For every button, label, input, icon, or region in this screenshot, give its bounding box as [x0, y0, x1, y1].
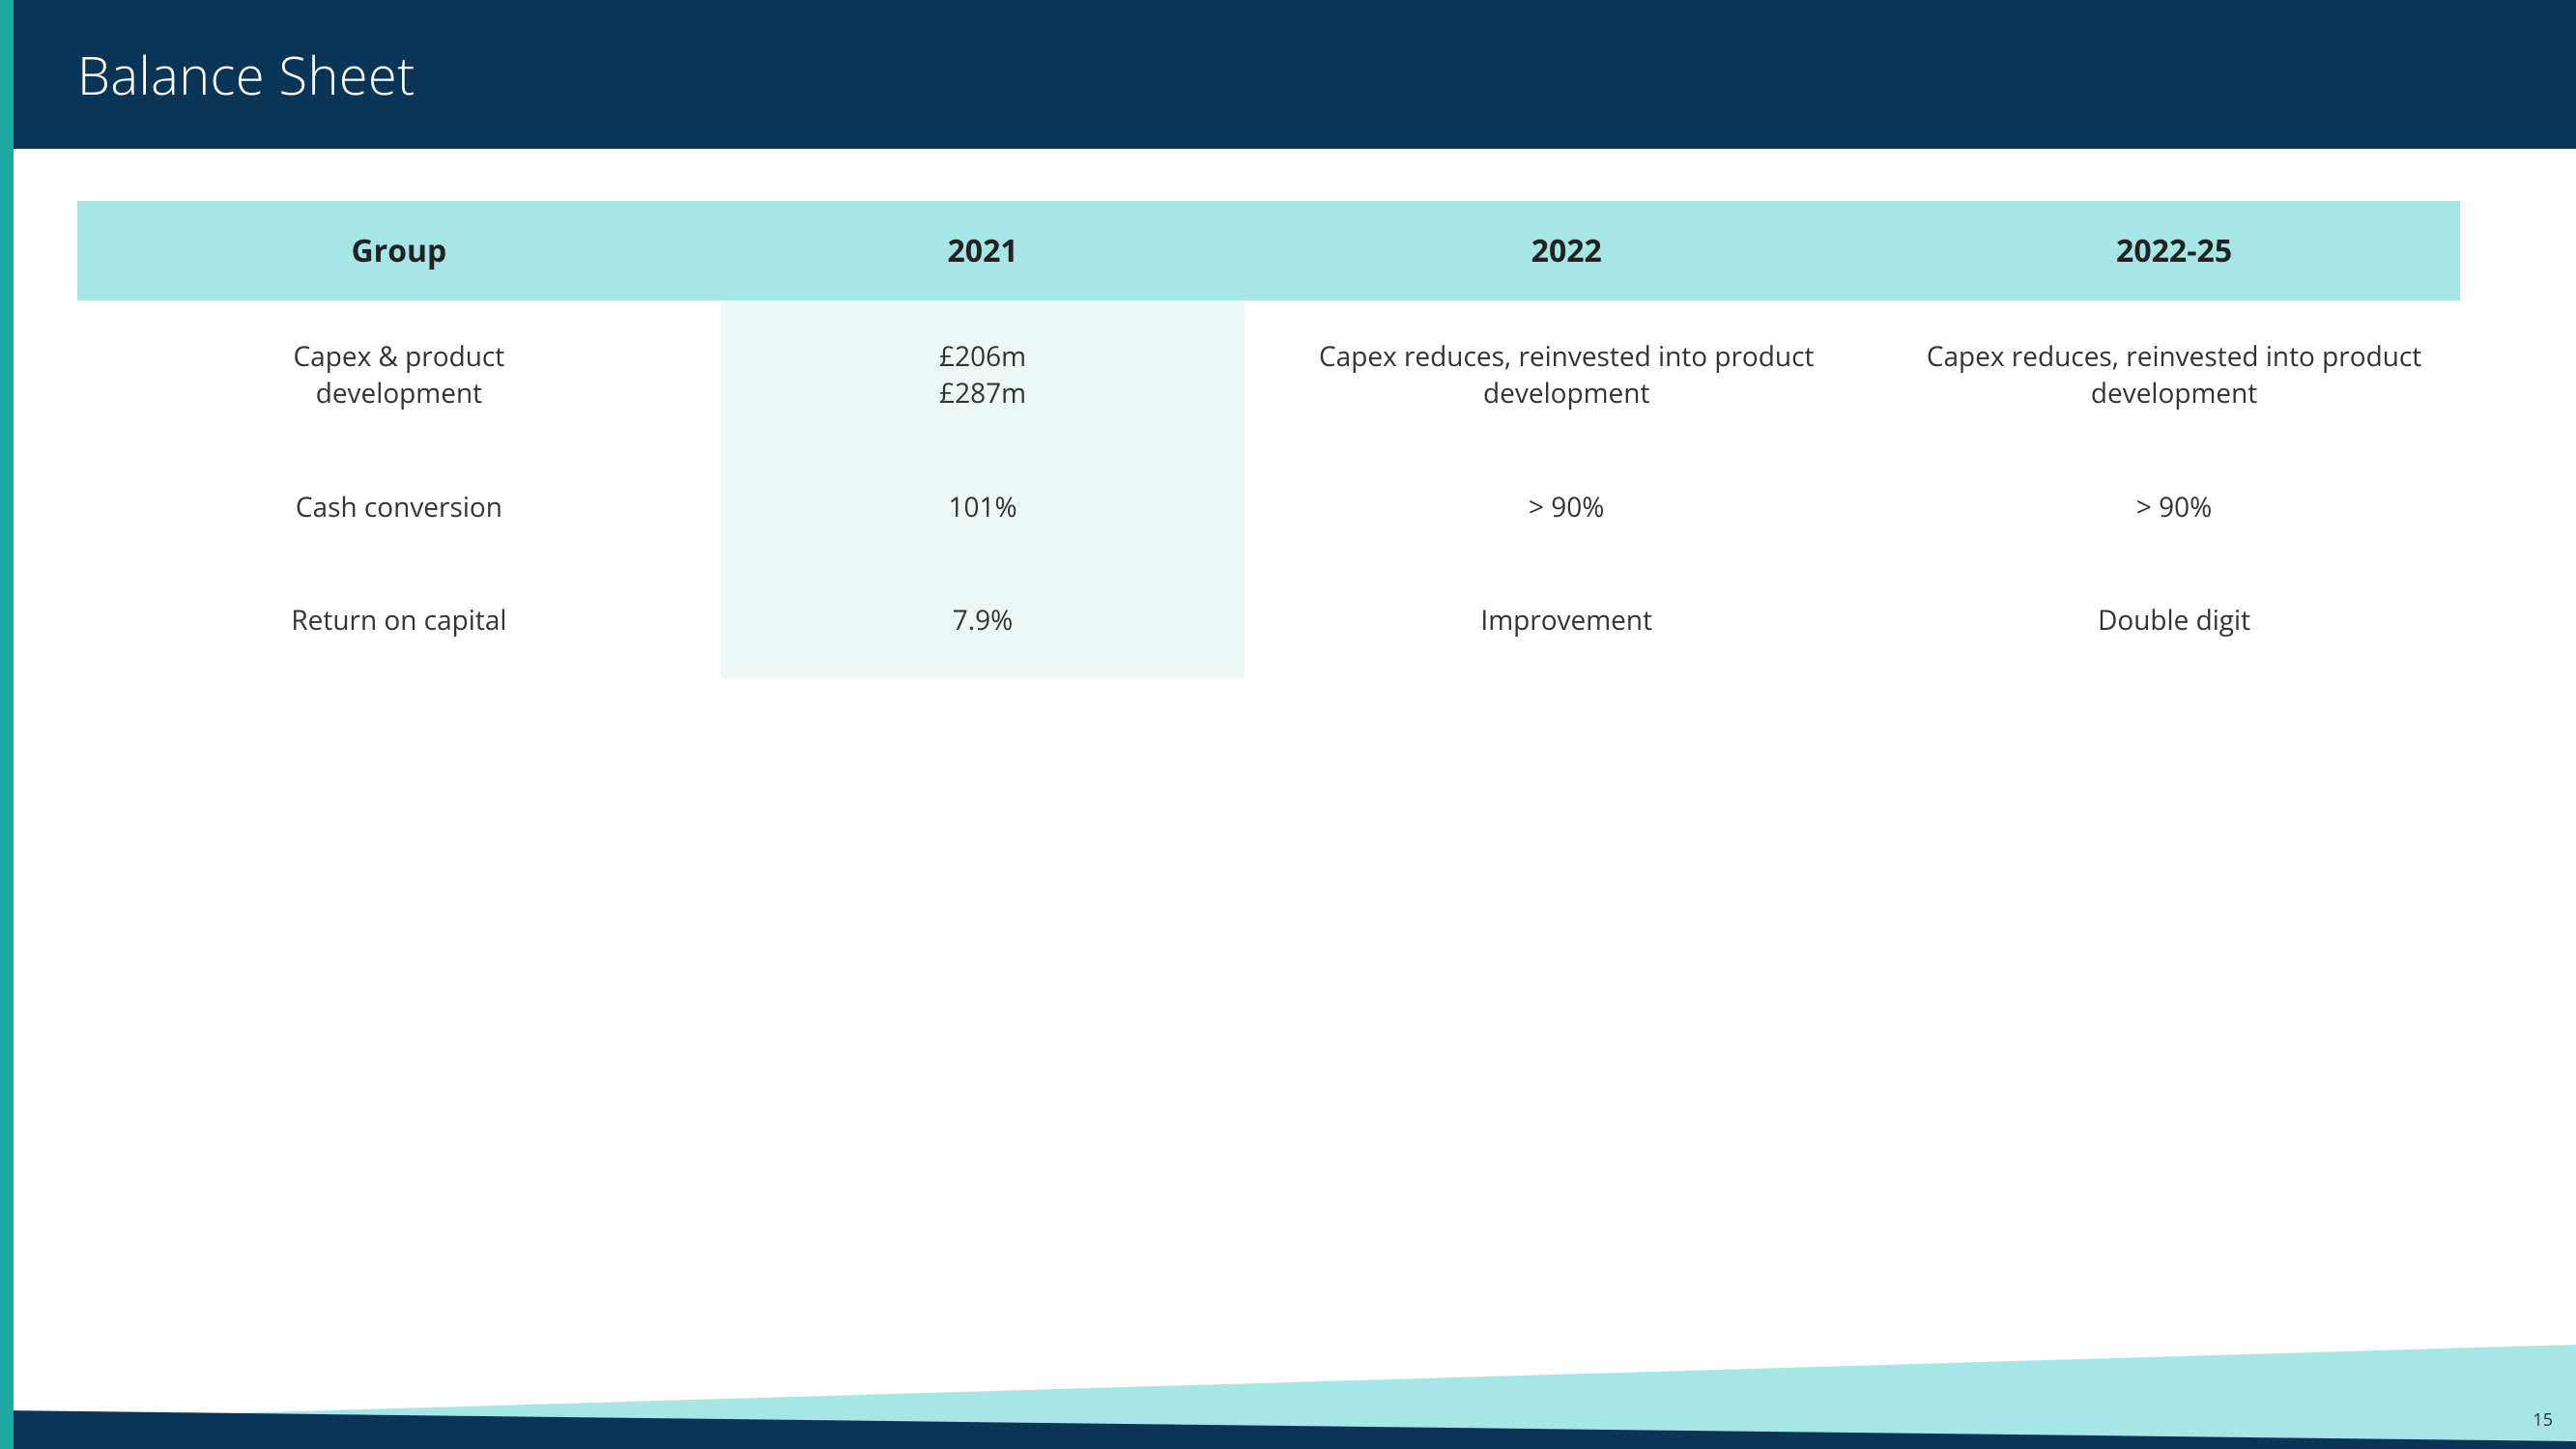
table-row: Capex & product development £206m £287m …	[77, 300, 2460, 451]
cell-2021: 7.9%	[721, 564, 1245, 678]
table-row: Return on capital 7.9% Improvement Doubl…	[77, 564, 2460, 678]
cell-2022-25: > 90%	[1888, 451, 2460, 565]
col-header-2021: 2021	[721, 201, 1245, 300]
cell-2021: 101%	[721, 451, 1245, 565]
slide: Balance Sheet Group 2021 2022 2022-25 Ca	[0, 0, 2576, 1449]
cell-metric: Capex & product development	[77, 300, 721, 451]
slide-content: Group 2021 2022 2022-25 Capex & product …	[0, 149, 2576, 1449]
left-accent-bar	[0, 0, 14, 1449]
cell-2022: Improvement	[1245, 564, 1888, 678]
table-row: Cash conversion 101% > 90% > 90%	[77, 451, 2460, 565]
cell-2022-25: Double digit	[1888, 564, 2460, 678]
slide-header: Balance Sheet	[0, 0, 2576, 149]
cell-2021: £206m £287m	[721, 300, 1245, 451]
col-header-2022-25: 2022-25	[1888, 201, 2460, 300]
page-number: 15	[2533, 1408, 2553, 1432]
cell-metric: Return on capital	[77, 564, 721, 678]
cell-2022: > 90%	[1245, 451, 1888, 565]
col-header-2022: 2022	[1245, 201, 1888, 300]
balance-sheet-table: Group 2021 2022 2022-25 Capex & product …	[77, 201, 2460, 678]
table-header-row: Group 2021 2022 2022-25	[77, 201, 2460, 300]
cell-metric: Cash conversion	[77, 451, 721, 565]
cell-2022-25: Capex reduces, reinvested into product d…	[1888, 300, 2460, 451]
col-header-group: Group	[77, 201, 721, 300]
cell-2022: Capex reduces, reinvested into product d…	[1245, 300, 1888, 451]
slide-title: Balance Sheet	[77, 39, 2576, 110]
